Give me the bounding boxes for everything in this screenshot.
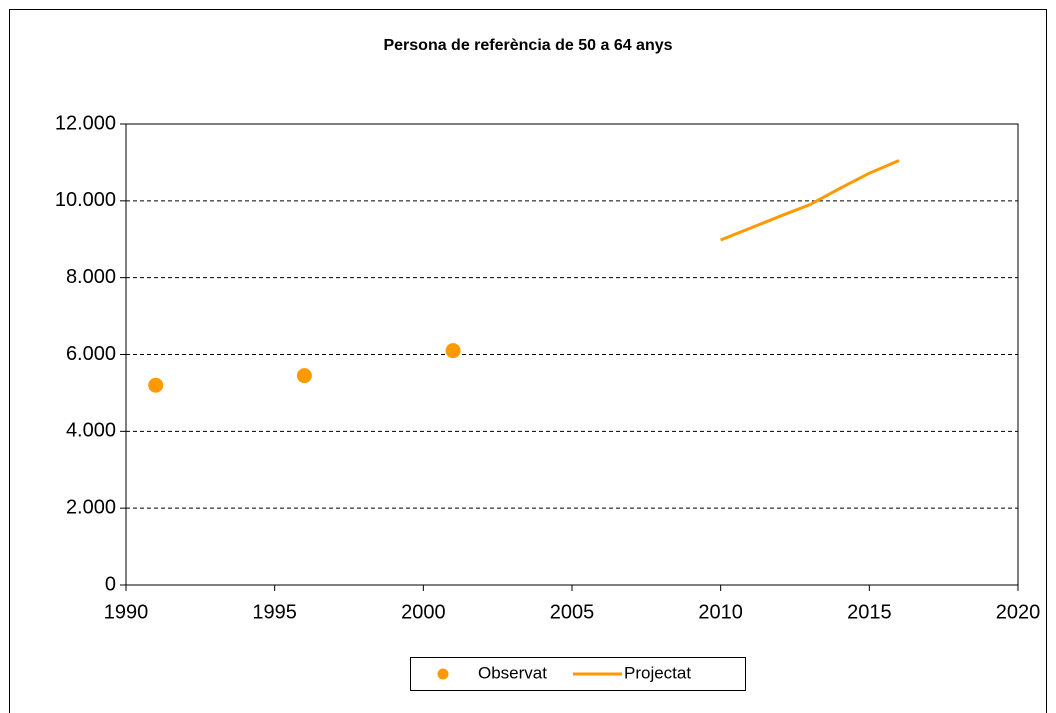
x-tick-label: 2000 [401,601,446,623]
x-tick-label: 1995 [252,601,297,623]
y-tick-label: 2.000 [66,496,116,518]
x-tick-label: 2010 [698,601,743,623]
x-tick-label: 2020 [996,601,1041,623]
legend-marker [437,668,449,680]
y-tick-label: 4.000 [66,420,116,442]
y-tick-label: 12.000 [55,112,116,134]
data-point [445,343,461,359]
data-line [720,159,900,242]
y-tick-label: 8.000 [66,266,116,288]
y-tick-label: 6.000 [66,343,116,365]
data-point [148,377,164,393]
y-tick-label: 10.000 [55,189,116,211]
chart-title: Persona de referència de 50 a 64 anys [383,37,672,54]
x-tick-label: 2005 [550,601,595,623]
x-tick-label: 2015 [847,601,892,623]
legend-label: Observat [478,663,547,682]
y-tick-label: 0 [105,573,116,595]
legend-label: Projectat [624,663,691,682]
data-point [296,368,312,384]
x-tick-label: 1990 [104,601,149,623]
